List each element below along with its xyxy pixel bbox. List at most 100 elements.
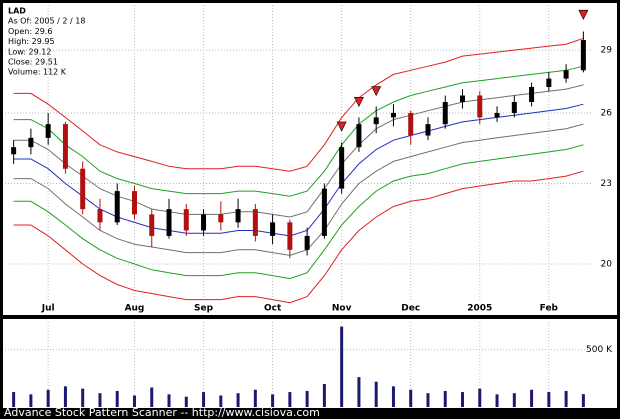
volume-bar	[495, 394, 499, 407]
info-text: Open: 29.6	[8, 27, 52, 36]
volume-bar	[150, 387, 154, 407]
volume-bar	[530, 389, 534, 407]
volume-bar	[409, 389, 413, 407]
candle-body	[45, 124, 51, 138]
x-tick-label: Nov	[332, 304, 352, 314]
y-tick-label: 29	[601, 46, 613, 56]
volume-bar	[98, 393, 102, 407]
signal-marker	[578, 9, 589, 20]
x-tick-label: Feb	[540, 304, 559, 314]
candle-body	[131, 191, 137, 215]
x-tick-label: 2005	[467, 304, 492, 314]
volume-bar	[46, 389, 50, 407]
volume-panel	[3, 319, 617, 408]
volume-bar	[443, 390, 447, 407]
volume-bar	[253, 389, 257, 407]
info-text: High: 29.95	[8, 37, 55, 46]
candle-body	[28, 137, 34, 148]
volume-bar	[581, 394, 585, 407]
candle-body	[287, 222, 293, 250]
signal-marker	[353, 97, 364, 108]
volume-bar	[374, 381, 378, 407]
candle-body	[425, 124, 431, 136]
candle-body	[80, 168, 86, 210]
price-panel	[3, 3, 617, 315]
band-line	[13, 103, 584, 237]
candle-body	[390, 112, 396, 118]
candle-body	[511, 101, 517, 113]
volume-bar	[184, 396, 188, 407]
volume-bar	[115, 390, 119, 407]
candle-body	[356, 124, 362, 148]
candle-body	[442, 101, 448, 125]
band-line	[13, 65, 584, 197]
candle-body	[252, 209, 258, 236]
info-text: Volume: 112 K	[8, 68, 67, 77]
y-tick-label: 26	[601, 108, 613, 118]
candle-body	[235, 209, 241, 223]
volume-bar	[512, 393, 516, 407]
candle-body	[460, 95, 466, 102]
info-text: As Of: 2005 / 2 / 18	[8, 17, 85, 26]
x-tick-label: Jul	[41, 304, 55, 314]
band-line	[13, 37, 584, 172]
y-tick-label: 23	[601, 179, 612, 189]
candle-body	[339, 147, 345, 189]
info-text: LAD	[8, 7, 26, 16]
y-tick-label: 20	[601, 259, 613, 269]
candle-body	[563, 70, 569, 79]
candle-body	[546, 78, 552, 87]
candle-body	[373, 117, 379, 125]
x-tick-label: Aug	[125, 304, 145, 314]
candle-body	[97, 209, 103, 223]
info-text: Close: 29.51	[8, 58, 58, 67]
candle-body	[62, 124, 68, 169]
candle-body	[11, 147, 17, 155]
volume-bar	[219, 395, 223, 407]
volume-bar	[461, 392, 465, 407]
volume-bar	[547, 392, 551, 407]
candle-body	[580, 40, 586, 71]
volume-bar	[167, 394, 171, 407]
volume-bar	[478, 388, 482, 407]
candle-body	[166, 209, 172, 236]
volume-bar	[564, 390, 568, 407]
volume-bar	[322, 384, 326, 407]
x-tick-label: Dec	[401, 304, 420, 314]
volume-bar	[29, 394, 33, 407]
info-text: Low: 29.12	[8, 47, 51, 56]
band-line	[13, 144, 584, 280]
x-tick-label: Oct	[264, 304, 282, 314]
volume-bar	[63, 386, 67, 407]
volume-bar	[132, 395, 136, 407]
x-tick-label: Sep	[194, 304, 214, 314]
candle-body	[408, 112, 414, 136]
volume-bar	[340, 326, 344, 407]
volume-bar	[12, 392, 16, 407]
y-tick-label: 500 K	[586, 345, 613, 355]
candle-body	[149, 214, 155, 236]
candle-body	[477, 95, 483, 118]
volume-bar	[271, 394, 275, 407]
volume-bar	[236, 393, 240, 407]
band-line	[13, 123, 584, 256]
band-line	[13, 84, 584, 218]
candle-body	[114, 191, 120, 223]
volume-bar	[391, 386, 395, 407]
signal-marker	[371, 86, 382, 97]
candle-body	[183, 209, 189, 231]
volume-bar	[357, 377, 361, 407]
band-line	[13, 170, 584, 304]
volume-bar	[305, 390, 309, 407]
candle-body	[529, 86, 535, 102]
candle-body	[494, 112, 500, 118]
candle-body	[270, 222, 276, 236]
footer: Advance Stock Pattern Scanner -- http://…	[4, 406, 320, 419]
candle-body	[218, 214, 224, 223]
volume-bar	[202, 392, 206, 407]
candle-body	[201, 214, 207, 231]
candle-body	[321, 188, 327, 236]
candle-body	[304, 235, 310, 250]
volume-bar	[81, 388, 85, 407]
